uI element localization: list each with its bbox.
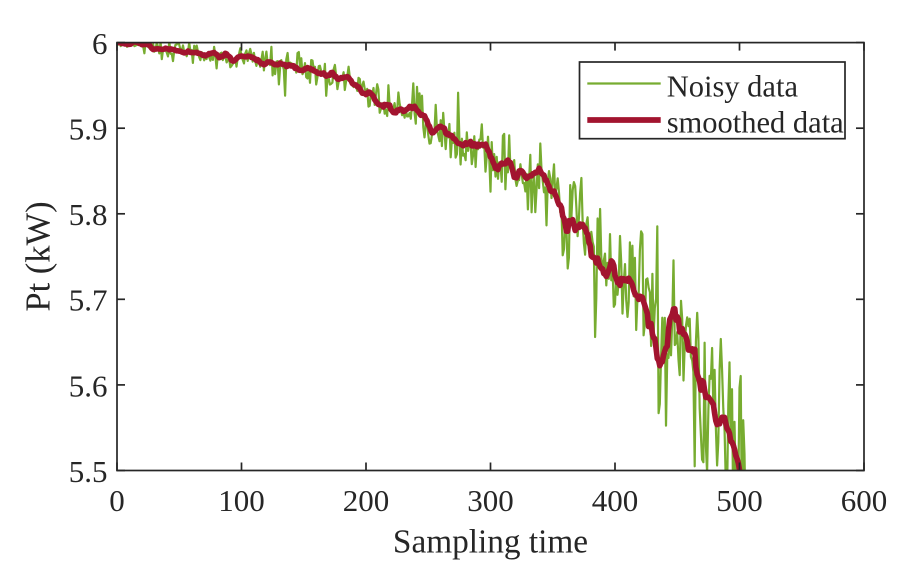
svg-text:5.5: 5.5 xyxy=(69,454,108,489)
svg-text:300: 300 xyxy=(467,483,514,518)
svg-text:Sampling time: Sampling time xyxy=(393,524,588,561)
svg-text:600: 600 xyxy=(841,483,888,518)
svg-text:5.8: 5.8 xyxy=(69,197,108,232)
svg-text:100: 100 xyxy=(218,483,265,518)
svg-text:5.6: 5.6 xyxy=(69,368,108,403)
svg-text:500: 500 xyxy=(716,483,763,518)
svg-text:Noisy data: Noisy data xyxy=(667,69,799,103)
svg-text:5.9: 5.9 xyxy=(69,112,108,147)
svg-text:200: 200 xyxy=(343,483,390,518)
svg-text:smoothed data: smoothed data xyxy=(667,105,844,139)
svg-text:6: 6 xyxy=(92,26,108,61)
svg-text:Pt (kW): Pt (kW) xyxy=(20,201,58,311)
svg-text:5.7: 5.7 xyxy=(69,283,108,318)
svg-text:400: 400 xyxy=(592,483,639,518)
svg-text:0: 0 xyxy=(109,483,125,518)
